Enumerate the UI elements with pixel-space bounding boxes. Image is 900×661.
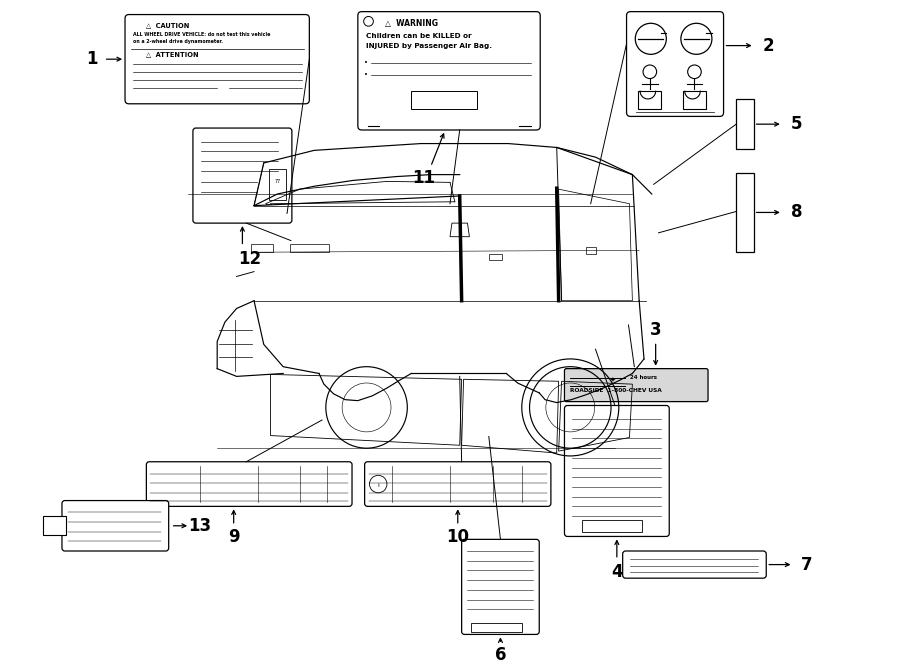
- FancyBboxPatch shape: [564, 369, 708, 402]
- Bar: [42, 516, 66, 535]
- FancyBboxPatch shape: [564, 405, 670, 537]
- Text: Children can be KILLED or: Children can be KILLED or: [365, 33, 472, 39]
- Text: 11: 11: [412, 169, 436, 188]
- Bar: [251, 245, 274, 253]
- Bar: [268, 169, 286, 200]
- FancyBboxPatch shape: [364, 462, 551, 506]
- Bar: [582, 520, 642, 531]
- Text: 12: 12: [238, 250, 262, 268]
- Bar: [586, 247, 596, 254]
- Text: △  CAUTION: △ CAUTION: [147, 22, 190, 28]
- Text: 3: 3: [650, 321, 662, 339]
- Text: 2: 2: [762, 36, 774, 55]
- Text: INJURED by Passenger Air Bag.: INJURED by Passenger Air Bag.: [365, 43, 491, 49]
- Text: •: •: [364, 72, 368, 78]
- FancyBboxPatch shape: [62, 500, 168, 551]
- Text: on a 2-wheel drive dynamometer.: on a 2-wheel drive dynamometer.: [133, 39, 223, 44]
- FancyBboxPatch shape: [193, 128, 292, 223]
- FancyBboxPatch shape: [623, 551, 766, 578]
- Text: 77: 77: [274, 179, 281, 184]
- Text: 10: 10: [446, 528, 469, 547]
- Text: △  WARNING: △ WARNING: [385, 19, 438, 28]
- Text: ROADSIDE  1-800-CHEV USA: ROADSIDE 1-800-CHEV USA: [571, 388, 662, 393]
- FancyBboxPatch shape: [125, 15, 310, 104]
- Text: i: i: [377, 483, 379, 488]
- Bar: [736, 173, 753, 253]
- Bar: [290, 245, 328, 253]
- Bar: [683, 91, 706, 108]
- Text: ✦: ✦: [610, 376, 616, 383]
- FancyBboxPatch shape: [358, 12, 540, 130]
- Bar: [489, 254, 502, 260]
- FancyBboxPatch shape: [462, 539, 539, 635]
- Text: •: •: [364, 60, 368, 66]
- Text: 24 hours: 24 hours: [630, 375, 657, 381]
- Text: 4: 4: [611, 563, 623, 581]
- Text: 5: 5: [790, 115, 802, 133]
- FancyBboxPatch shape: [147, 462, 352, 506]
- Bar: [472, 623, 522, 633]
- Text: △  ATTENTION: △ ATTENTION: [147, 52, 199, 58]
- Bar: [411, 91, 477, 108]
- Bar: [638, 91, 662, 108]
- Text: 6: 6: [495, 646, 506, 661]
- Text: 7: 7: [801, 556, 813, 574]
- Text: 8: 8: [790, 204, 802, 221]
- Text: 13: 13: [188, 517, 212, 535]
- FancyBboxPatch shape: [626, 12, 724, 116]
- Text: 1: 1: [86, 50, 98, 68]
- Bar: [736, 99, 753, 149]
- Text: ALL WHEEL DRIVE VEHICLE: do not test this vehicle: ALL WHEEL DRIVE VEHICLE: do not test thi…: [133, 32, 270, 37]
- Text: 9: 9: [228, 528, 239, 547]
